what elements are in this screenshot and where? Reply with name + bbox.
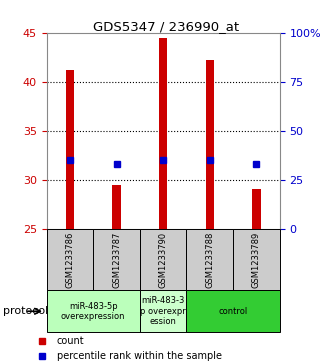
Text: count: count bbox=[57, 336, 84, 346]
Text: GSM1233786: GSM1233786 bbox=[65, 231, 75, 288]
Bar bbox=[112, 184, 121, 229]
Text: GDS5347 / 236990_at: GDS5347 / 236990_at bbox=[94, 20, 239, 33]
Bar bbox=[205, 60, 214, 229]
Bar bbox=[93, 229, 140, 290]
Text: GSM1233789: GSM1233789 bbox=[252, 232, 261, 287]
Text: GSM1233787: GSM1233787 bbox=[112, 231, 121, 288]
Bar bbox=[47, 290, 140, 332]
Bar bbox=[140, 229, 186, 290]
Bar bbox=[186, 229, 233, 290]
Text: GSM1233790: GSM1233790 bbox=[159, 232, 168, 287]
Bar bbox=[159, 37, 167, 229]
Text: GSM1233788: GSM1233788 bbox=[205, 231, 214, 288]
Text: percentile rank within the sample: percentile rank within the sample bbox=[57, 351, 222, 361]
Bar bbox=[66, 70, 74, 229]
Text: protocol: protocol bbox=[3, 306, 49, 316]
Bar bbox=[252, 189, 261, 229]
Text: control: control bbox=[218, 307, 248, 316]
Bar bbox=[47, 229, 93, 290]
Text: miR-483-5p
overexpression: miR-483-5p overexpression bbox=[61, 302, 126, 321]
Text: miR-483-3
p overexpr
ession: miR-483-3 p overexpr ession bbox=[140, 296, 186, 326]
Bar bbox=[140, 290, 186, 332]
Bar bbox=[186, 290, 280, 332]
Bar bbox=[233, 229, 280, 290]
